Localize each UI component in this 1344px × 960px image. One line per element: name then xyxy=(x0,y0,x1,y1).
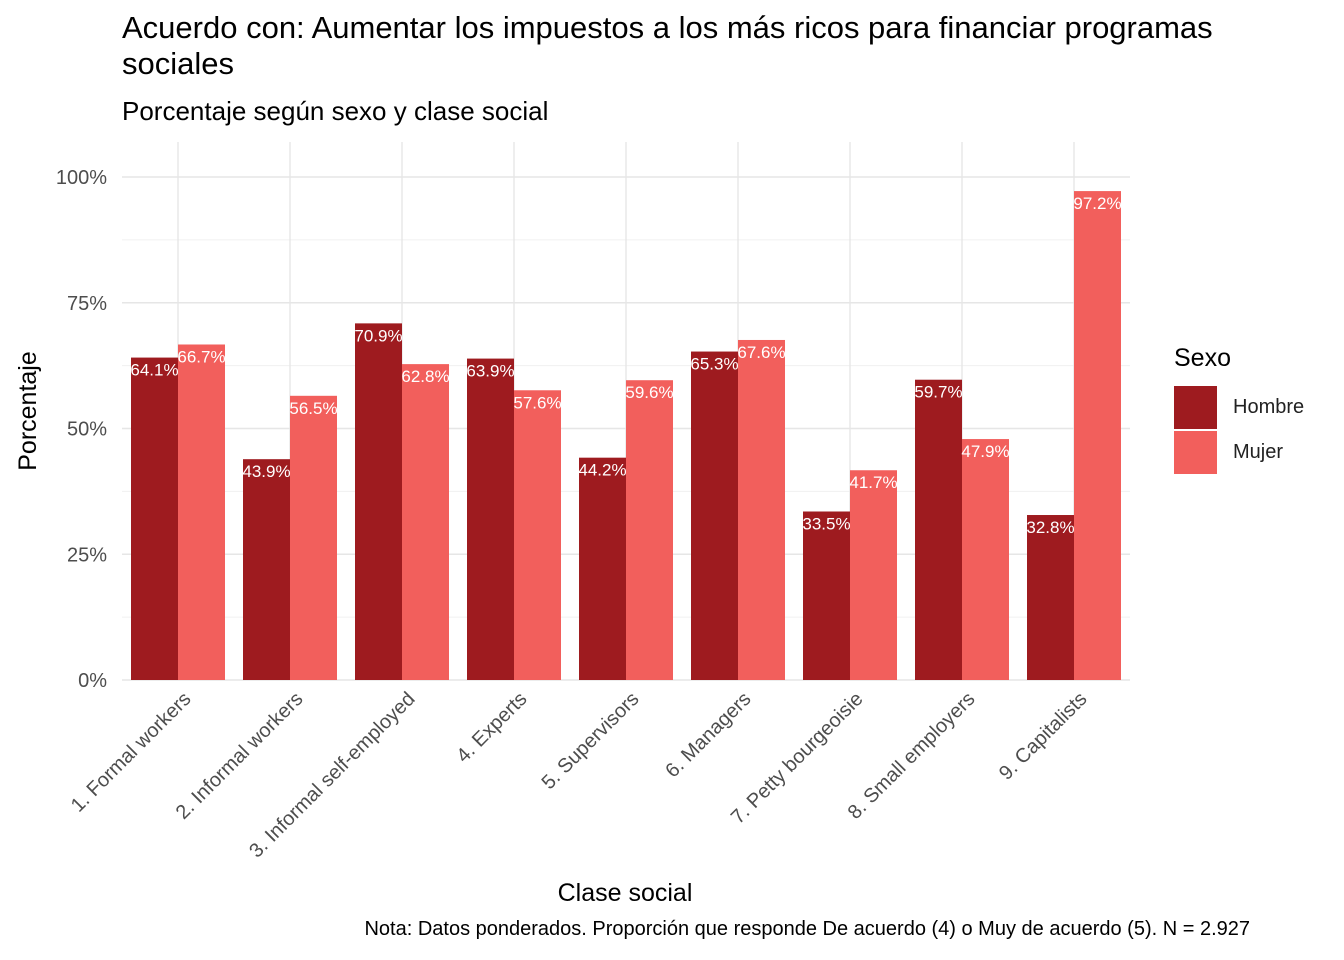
data-label-hombre: 59.7% xyxy=(914,383,962,402)
data-label-mujer: 41.7% xyxy=(849,473,897,492)
data-label-mujer: 59.6% xyxy=(625,383,673,402)
legend-title: Sexo xyxy=(1174,344,1231,372)
bar-hombre xyxy=(579,457,626,680)
data-label-mujer: 47.9% xyxy=(961,442,1009,461)
data-label-hombre: 33.5% xyxy=(802,514,850,533)
y-tick-label: 75% xyxy=(67,293,107,315)
bar-mujer xyxy=(402,364,449,680)
bar-hombre xyxy=(243,459,290,680)
bar-hombre xyxy=(803,511,850,680)
y-axis-ticks: 0% 25% 50% 75% 100% xyxy=(56,167,107,692)
data-label-mujer: 57.6% xyxy=(513,393,561,412)
y-tick-label: 0% xyxy=(78,670,107,692)
x-tick-label: 5. Supervisors xyxy=(538,688,644,794)
chart-subtitle: Porcentaje según sexo y clase social xyxy=(122,96,549,126)
data-label-hombre: 63.9% xyxy=(466,362,514,381)
bar-mujer xyxy=(290,395,337,680)
bar-mujer xyxy=(1074,191,1121,681)
x-tick-label: 6. Managers xyxy=(661,688,755,782)
data-label-hombre: 32.8% xyxy=(1026,518,1074,537)
bar-hombre xyxy=(355,323,402,680)
legend-label-hombre: Hombre xyxy=(1233,396,1305,418)
y-axis-label: Porcentaje xyxy=(14,351,42,471)
bar-hombre xyxy=(915,379,962,680)
x-tick-label: 4. Experts xyxy=(452,688,531,767)
chart-title: Acuerdo con: Aumentar los impuestos a lo… xyxy=(122,10,1213,81)
data-label-hombre: 70.9% xyxy=(354,326,402,345)
data-label-hombre: 64.1% xyxy=(130,361,178,380)
x-tick-label: 1. Formal workers xyxy=(67,688,196,817)
data-label-hombre: 44.2% xyxy=(578,461,626,480)
bar-mujer xyxy=(962,439,1009,680)
data-label-mujer: 66.7% xyxy=(177,347,225,366)
legend-item-hombre: Hombre xyxy=(1174,385,1304,430)
bar-hombre xyxy=(131,357,178,680)
legend-swatch-hombre xyxy=(1174,386,1217,429)
y-tick-label: 100% xyxy=(56,167,107,189)
data-label-hombre: 65.3% xyxy=(690,355,738,374)
y-tick-label: 50% xyxy=(67,419,107,441)
bar-hombre xyxy=(691,351,738,680)
x-axis-label: Clase social xyxy=(558,879,693,907)
bars: 64.1%66.7% 43.9% 56.5% 70.9% 62.8% 63.9% 57.6%… xyxy=(130,191,1122,681)
legend: Sexo Hombre Mujer xyxy=(1174,344,1304,475)
bar-mujer xyxy=(738,339,785,680)
bar-hombre xyxy=(1027,515,1074,680)
bar-mujer xyxy=(850,470,897,680)
data-label-mujer: 56.5% xyxy=(289,399,337,418)
y-tick-label: 25% xyxy=(67,544,107,566)
legend-item-mujer: Mujer xyxy=(1174,430,1304,475)
bar-mujer xyxy=(178,344,225,680)
data-label-hombre: 43.9% xyxy=(242,462,290,481)
data-label-mujer: 97.2% xyxy=(1073,194,1121,213)
x-tick-label: 8. Small employers xyxy=(844,688,980,824)
legend-swatch-mujer xyxy=(1174,431,1217,474)
data-label-mujer: 62.8% xyxy=(401,367,449,386)
legend-label-mujer: Mujer xyxy=(1233,441,1284,463)
bar-hombre xyxy=(467,358,514,680)
x-tick-label: 9. Capitalists xyxy=(995,688,1092,785)
chart-caption: Nota: Datos ponderados. Proporción que r… xyxy=(364,918,1250,940)
data-label-mujer: 67.6% xyxy=(737,343,785,362)
bar-mujer xyxy=(626,380,673,680)
bar-mujer xyxy=(514,390,561,680)
